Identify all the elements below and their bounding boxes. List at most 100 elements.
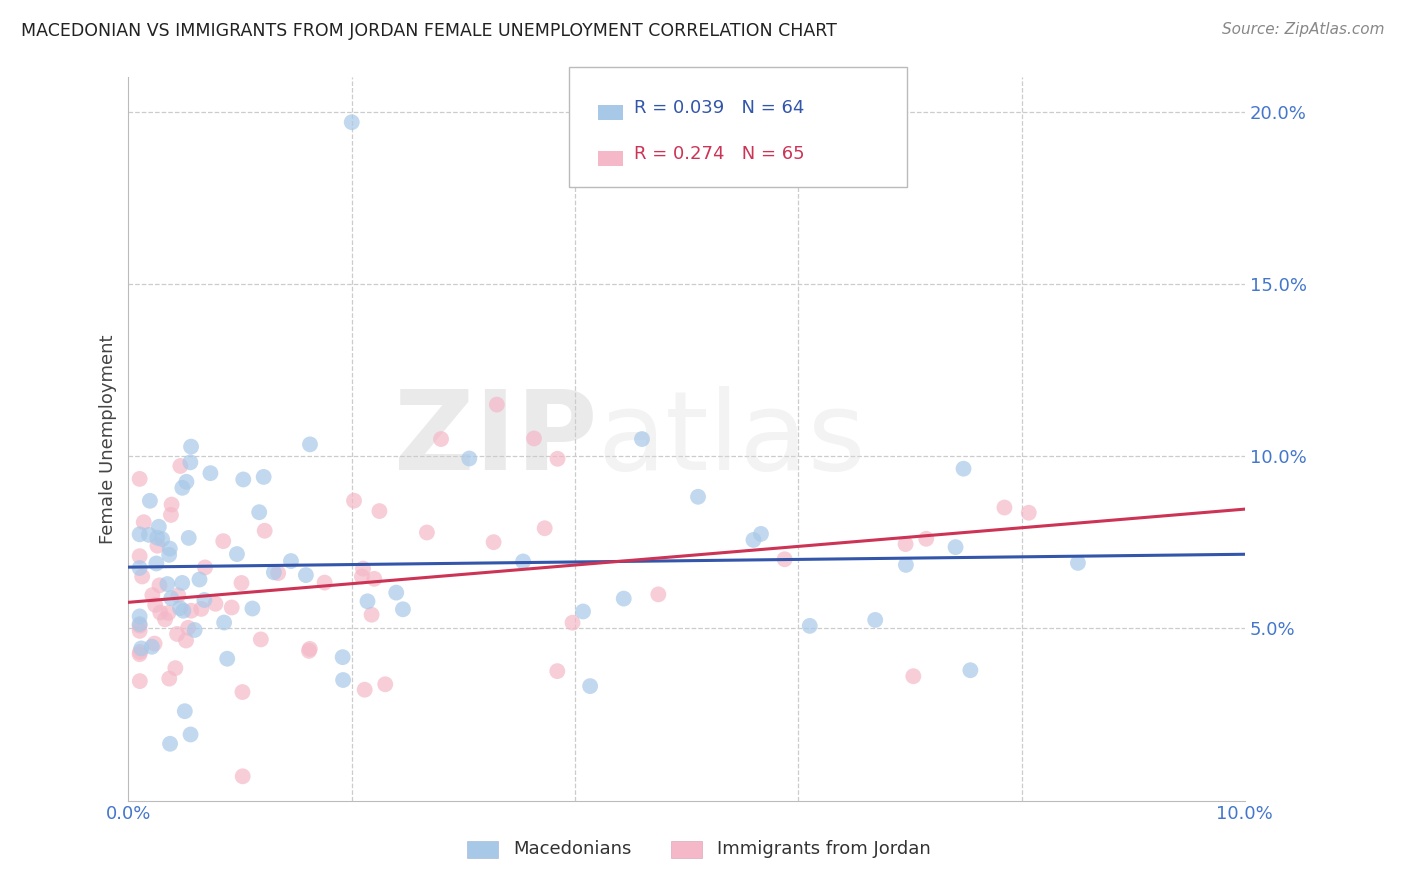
Point xyxy=(1067,556,1090,570)
Point xyxy=(194,560,217,574)
Point xyxy=(160,591,183,606)
Point xyxy=(129,645,152,659)
Point xyxy=(153,612,176,626)
Point xyxy=(280,554,302,568)
Point xyxy=(129,641,152,656)
Point xyxy=(561,615,583,630)
Point xyxy=(128,674,150,689)
Point xyxy=(773,552,796,566)
Text: Immigrants from Jordan: Immigrants from Jordan xyxy=(717,840,931,858)
Point xyxy=(298,644,321,658)
Point xyxy=(156,577,179,591)
Text: atlas: atlas xyxy=(598,385,866,492)
Point xyxy=(180,440,202,454)
Point xyxy=(340,115,363,129)
Point xyxy=(183,623,205,637)
Point xyxy=(177,621,200,635)
Text: MACEDONIAN VS IMMIGRANTS FROM JORDAN FEMALE UNEMPLOYMENT CORRELATION CHART: MACEDONIAN VS IMMIGRANTS FROM JORDAN FEM… xyxy=(21,22,837,40)
Point xyxy=(190,602,212,616)
Point xyxy=(799,619,821,633)
Point xyxy=(350,569,373,583)
Point xyxy=(512,554,534,568)
Point xyxy=(172,604,194,618)
Text: R = 0.039   N = 64: R = 0.039 N = 64 xyxy=(634,99,804,117)
Point xyxy=(863,613,886,627)
Point xyxy=(263,566,285,580)
Point xyxy=(217,651,239,665)
Y-axis label: Female Unemployment: Female Unemployment xyxy=(100,334,117,544)
Point xyxy=(148,578,170,592)
Point xyxy=(159,541,181,556)
Point xyxy=(894,537,917,551)
Point xyxy=(169,601,191,615)
Point xyxy=(159,737,181,751)
Point xyxy=(160,508,183,522)
Point xyxy=(356,594,378,608)
Point xyxy=(485,398,508,412)
Point xyxy=(232,769,254,783)
Point xyxy=(128,624,150,638)
Point xyxy=(157,606,180,620)
Point xyxy=(547,451,569,466)
Point xyxy=(167,588,190,602)
Point xyxy=(169,458,191,473)
Point xyxy=(363,572,385,586)
Point xyxy=(143,598,166,612)
Point xyxy=(253,470,276,484)
Point xyxy=(1018,506,1040,520)
Point xyxy=(952,461,974,475)
Point xyxy=(138,528,160,542)
Point xyxy=(132,515,155,529)
Point xyxy=(146,531,169,545)
Point xyxy=(247,505,270,519)
Point xyxy=(188,573,211,587)
Point xyxy=(945,540,967,554)
Point xyxy=(148,520,170,534)
Point xyxy=(267,566,290,581)
Point xyxy=(416,525,439,540)
Point xyxy=(145,557,167,571)
Point xyxy=(128,617,150,632)
Point xyxy=(374,677,396,691)
Point xyxy=(174,633,197,648)
Point xyxy=(231,685,253,699)
Point xyxy=(368,504,391,518)
Point xyxy=(128,472,150,486)
Point xyxy=(523,432,546,446)
Point xyxy=(232,473,254,487)
Point xyxy=(546,664,568,678)
Point xyxy=(903,669,925,683)
Point xyxy=(572,605,595,619)
Point xyxy=(343,493,366,508)
Point xyxy=(157,548,180,562)
Point xyxy=(204,597,226,611)
Point xyxy=(146,539,169,553)
Text: Source: ZipAtlas.com: Source: ZipAtlas.com xyxy=(1222,22,1385,37)
Point xyxy=(128,609,150,624)
Point xyxy=(613,591,636,606)
Point xyxy=(392,602,415,616)
Point xyxy=(742,533,765,547)
Point xyxy=(959,663,981,677)
Text: Macedonians: Macedonians xyxy=(513,840,631,858)
Point xyxy=(150,532,173,546)
Point xyxy=(352,561,374,575)
Point xyxy=(353,682,375,697)
Point xyxy=(212,615,235,630)
Point xyxy=(332,673,354,687)
Point xyxy=(482,535,505,549)
Point xyxy=(295,568,318,582)
Point xyxy=(166,627,188,641)
Point xyxy=(200,466,222,480)
Point xyxy=(631,432,654,446)
Point xyxy=(458,451,481,466)
Point xyxy=(149,606,172,620)
Point xyxy=(128,549,150,564)
Point xyxy=(332,650,354,665)
Point xyxy=(250,632,273,647)
Point xyxy=(180,604,202,618)
Point xyxy=(128,618,150,632)
Point xyxy=(160,498,183,512)
Point xyxy=(314,575,336,590)
Point xyxy=(749,527,772,541)
